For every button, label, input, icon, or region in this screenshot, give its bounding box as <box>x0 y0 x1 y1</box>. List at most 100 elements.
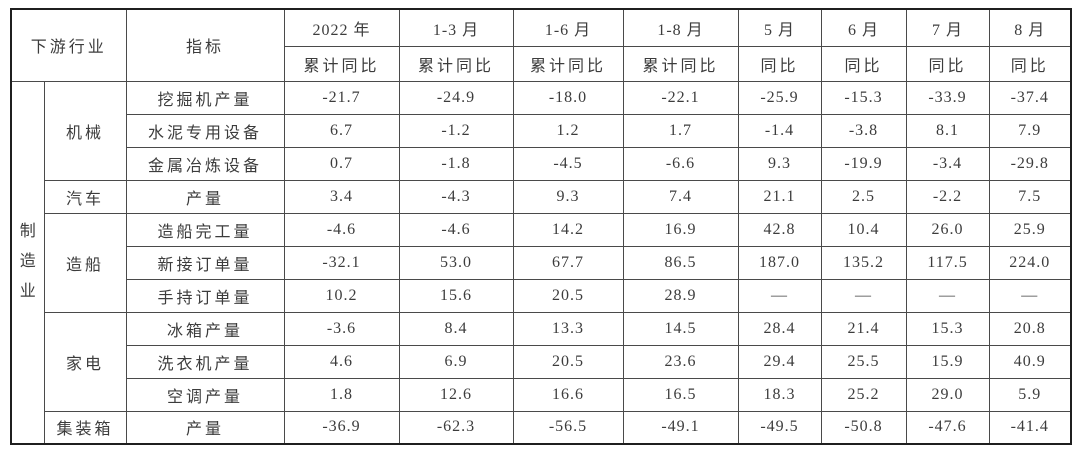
header-period-aug: 8 月 <box>988 8 1072 47</box>
value-cell: -37.4 <box>988 80 1072 115</box>
value-cell: -62.3 <box>398 410 514 445</box>
value-cell: 1.8 <box>283 377 400 412</box>
value-cell: -49.1 <box>622 410 739 445</box>
value-cell: 13.3 <box>512 311 624 346</box>
indicator-cell: 冰箱产量 <box>125 311 285 346</box>
value-cell: -1.4 <box>737 113 822 148</box>
header-period-jun: 6 月 <box>820 8 907 47</box>
header-period-may: 5 月 <box>737 8 822 47</box>
value-cell: 5.9 <box>988 377 1072 412</box>
value-cell-dash: — <box>737 278 822 313</box>
value-cell: 86.5 <box>622 245 739 280</box>
table-row: 汽车 产量 3.4 -4.3 9.3 7.4 21.1 2.5 -2.2 7.5 <box>11 179 1072 214</box>
value-cell: -4.6 <box>398 212 514 247</box>
value-cell: -6.6 <box>622 146 739 181</box>
value-cell: 15.3 <box>905 311 990 346</box>
value-cell: -33.9 <box>905 80 990 115</box>
subheader-cumulative-yoy: 累计同比 <box>283 45 400 82</box>
indicator-cell: 造船完工量 <box>125 212 285 247</box>
subheader-yoy: 同比 <box>988 45 1072 82</box>
value-cell: 28.4 <box>737 311 822 346</box>
subheader-yoy: 同比 <box>820 45 907 82</box>
value-cell: -47.6 <box>905 410 990 445</box>
table-row: 造船 造船完工量 -4.6 -4.6 14.2 16.9 42.8 10.4 2… <box>11 212 1072 313</box>
group-cell-appliances: 家电 <box>43 311 127 412</box>
value-cell: -3.6 <box>283 311 400 346</box>
indicator-cell: 挖掘机产量 <box>125 80 285 115</box>
industry-indicator-table: 下游行业 指标 2022 年 1-3 月 1-6 月 1-8 月 5 月 6 月… <box>10 8 1073 445</box>
header-industry: 下游行业 <box>10 8 127 82</box>
subheader-cumulative-yoy: 累计同比 <box>622 45 739 82</box>
subheader-cumulative-yoy: 累计同比 <box>398 45 514 82</box>
header-period-1-6: 1-6 月 <box>512 8 624 47</box>
value-cell: -21.7 <box>283 80 400 115</box>
indicator-cell: 产量 <box>125 179 285 214</box>
value-cell: 20.8 <box>988 311 1072 346</box>
value-cell: 8.4 <box>398 311 514 346</box>
value-cell: 20.5 <box>512 278 624 313</box>
table-row: 水泥专用设备 6.7 -1.2 1.2 1.7 -1.4 -3.8 8.1 7.… <box>11 113 1072 148</box>
value-cell: -4.6 <box>283 212 400 247</box>
value-cell: 14.5 <box>622 311 739 346</box>
subheader-cumulative-yoy: 累计同比 <box>512 45 624 82</box>
sector-cell-manufacturing: 制造业 <box>10 80 45 445</box>
table-row: 金属冶炼设备 0.7 -1.8 -4.5 -6.6 9.3 -19.9 -3.4… <box>11 146 1072 181</box>
group-cell-machinery: 机械 <box>43 80 127 181</box>
value-cell: 7.4 <box>622 179 739 214</box>
value-cell: 42.8 <box>737 212 822 247</box>
value-cell: -29.8 <box>988 146 1072 181</box>
table-row: 集装箱 产量 -36.9 -62.3 -56.5 -49.1 -49.5 -50… <box>11 410 1072 445</box>
value-cell: -18.0 <box>512 80 624 115</box>
table-row: 手持订单量 10.2 15.6 20.5 28.9 — — — — <box>11 278 1072 313</box>
value-cell: 25.5 <box>820 344 907 379</box>
value-cell: 4.6 <box>283 344 400 379</box>
value-cell-dash: — <box>820 278 907 313</box>
subheader-yoy: 同比 <box>737 45 822 82</box>
value-cell: -36.9 <box>283 410 400 445</box>
value-cell: 67.7 <box>512 245 624 280</box>
value-cell: 117.5 <box>905 245 990 280</box>
value-cell: -4.5 <box>512 146 624 181</box>
value-cell: -56.5 <box>512 410 624 445</box>
value-cell: 16.9 <box>622 212 739 247</box>
value-cell: 7.9 <box>988 113 1072 148</box>
header-period-2022: 2022 年 <box>283 8 400 47</box>
value-cell: -25.9 <box>737 80 822 115</box>
indicator-cell: 水泥专用设备 <box>125 113 285 148</box>
header-period-jul: 7 月 <box>905 8 990 47</box>
value-cell: -1.2 <box>398 113 514 148</box>
indicator-cell: 洗衣机产量 <box>125 344 285 379</box>
header-row-subtype: 累计同比 累计同比 累计同比 累计同比 同比 同比 同比 同比 <box>11 45 1072 82</box>
value-cell: -3.8 <box>820 113 907 148</box>
value-cell: 21.4 <box>820 311 907 346</box>
value-cell: 10.4 <box>820 212 907 247</box>
value-cell: 16.6 <box>512 377 624 412</box>
indicator-cell: 金属冶炼设备 <box>125 146 285 181</box>
value-cell: 15.9 <box>905 344 990 379</box>
value-cell: 25.2 <box>820 377 907 412</box>
value-cell: 1.7 <box>622 113 739 148</box>
value-cell: -32.1 <box>283 245 400 280</box>
value-cell: 10.2 <box>283 278 400 313</box>
value-cell: 6.9 <box>398 344 514 379</box>
value-cell: 1.2 <box>512 113 624 148</box>
value-cell: -22.1 <box>622 80 739 115</box>
header-period-1-3: 1-3 月 <box>398 8 514 47</box>
value-cell: 29.4 <box>737 344 822 379</box>
value-cell: 2.5 <box>820 179 907 214</box>
value-cell: 0.7 <box>283 146 400 181</box>
table-row: 制造业 机械 挖掘机产量 -21.7 -24.9 -18.0 -22.1 -25… <box>10 80 1072 445</box>
value-cell: 26.0 <box>905 212 990 247</box>
value-cell: 28.9 <box>622 278 739 313</box>
value-cell: -41.4 <box>988 410 1072 445</box>
header-indicator: 指标 <box>125 8 285 82</box>
indicator-cell: 新接订单量 <box>125 245 285 280</box>
group-cell-shipbuilding: 造船 <box>43 212 127 313</box>
value-cell-dash: — <box>988 278 1072 313</box>
value-cell: 9.3 <box>737 146 822 181</box>
value-cell: 25.9 <box>988 212 1072 247</box>
table-row: 新接订单量 -32.1 53.0 67.7 86.5 187.0 135.2 1… <box>11 245 1072 280</box>
header-row-periods: 下游行业 指标 2022 年 1-3 月 1-6 月 1-8 月 5 月 6 月… <box>10 8 1072 82</box>
value-cell: -4.3 <box>398 179 514 214</box>
value-cell: 187.0 <box>737 245 822 280</box>
